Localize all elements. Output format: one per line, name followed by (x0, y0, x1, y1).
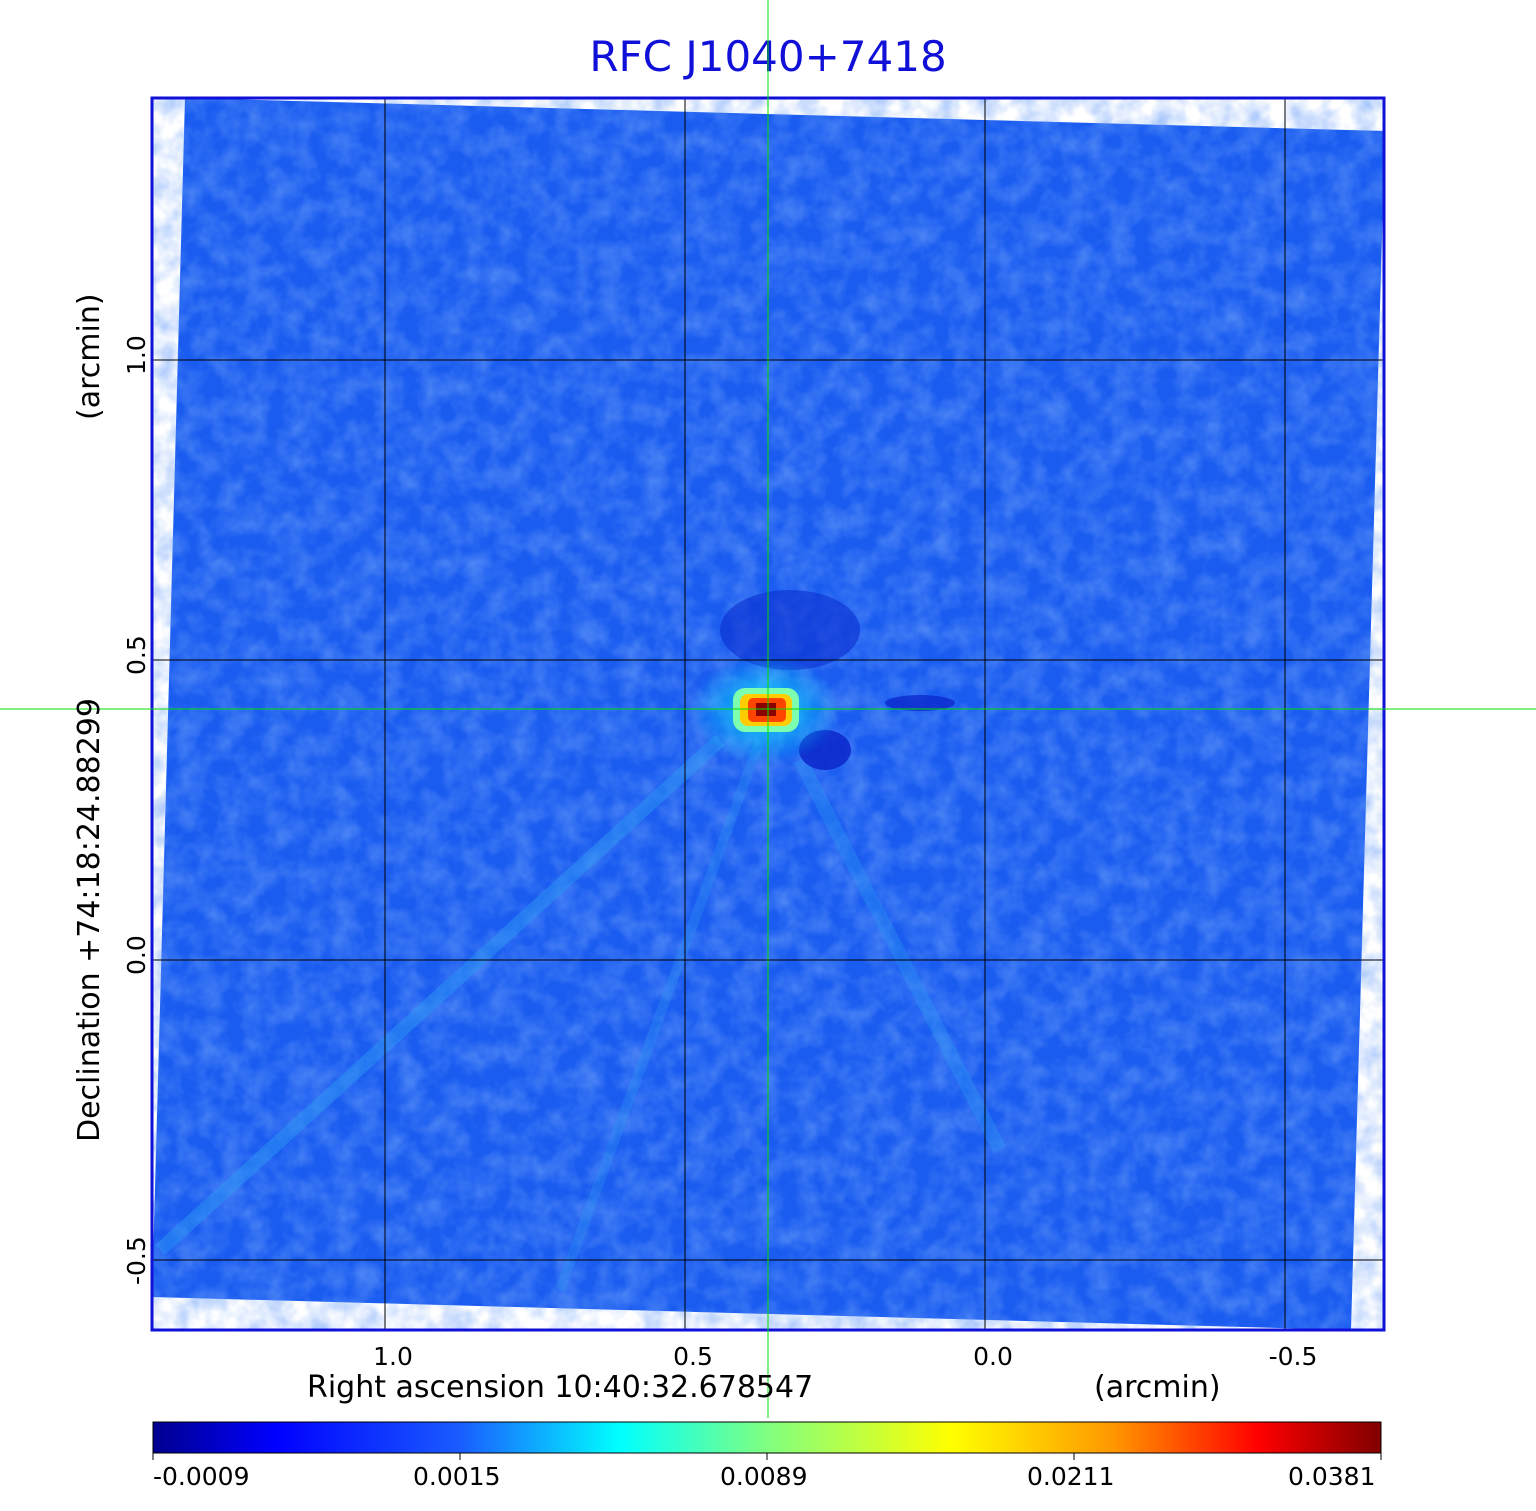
colorbar-ticks (152, 1453, 1382, 1460)
y-tick-label: 1.0 (122, 335, 151, 375)
x-tick-label: 0.0 (973, 1342, 1013, 1371)
y-tick-label: -0.5 (122, 1236, 151, 1285)
y-axis-label: Declination +74:18:24.88299 (72, 698, 107, 1142)
y-tick-label: 0.5 (122, 635, 151, 675)
negative-lobe (885, 695, 955, 711)
crosshair (0, 0, 1536, 1418)
sidelobe-streak (555, 738, 765, 1292)
x-tick-label: -0.5 (1268, 1342, 1318, 1371)
sidelobe-streak (155, 734, 725, 1256)
colorbar-tick-label: 0.0015 (413, 1462, 501, 1491)
colorbar-tick-label: 0.0089 (720, 1462, 808, 1491)
colorbar (152, 1421, 1382, 1454)
colorbar-tick-label: 0.0211 (1027, 1462, 1115, 1491)
y-tick-label: 0.0 (122, 935, 151, 975)
x-tick-label: 1.0 (373, 1342, 413, 1371)
x-axis-label: Right ascension 10:40:32.678547 (307, 1370, 814, 1405)
sidelobe-streak (793, 756, 1007, 1154)
negative-lobe (720, 590, 860, 670)
colorbar-tick-label: -0.0009 (153, 1462, 250, 1491)
x-axis-unit: (arcmin) (1094, 1370, 1221, 1405)
x-tick-label: 0.5 (673, 1342, 713, 1371)
y-axis-unit: (arcmin) (72, 293, 107, 420)
colorbar-tick-label: 0.0381 (1288, 1462, 1376, 1491)
